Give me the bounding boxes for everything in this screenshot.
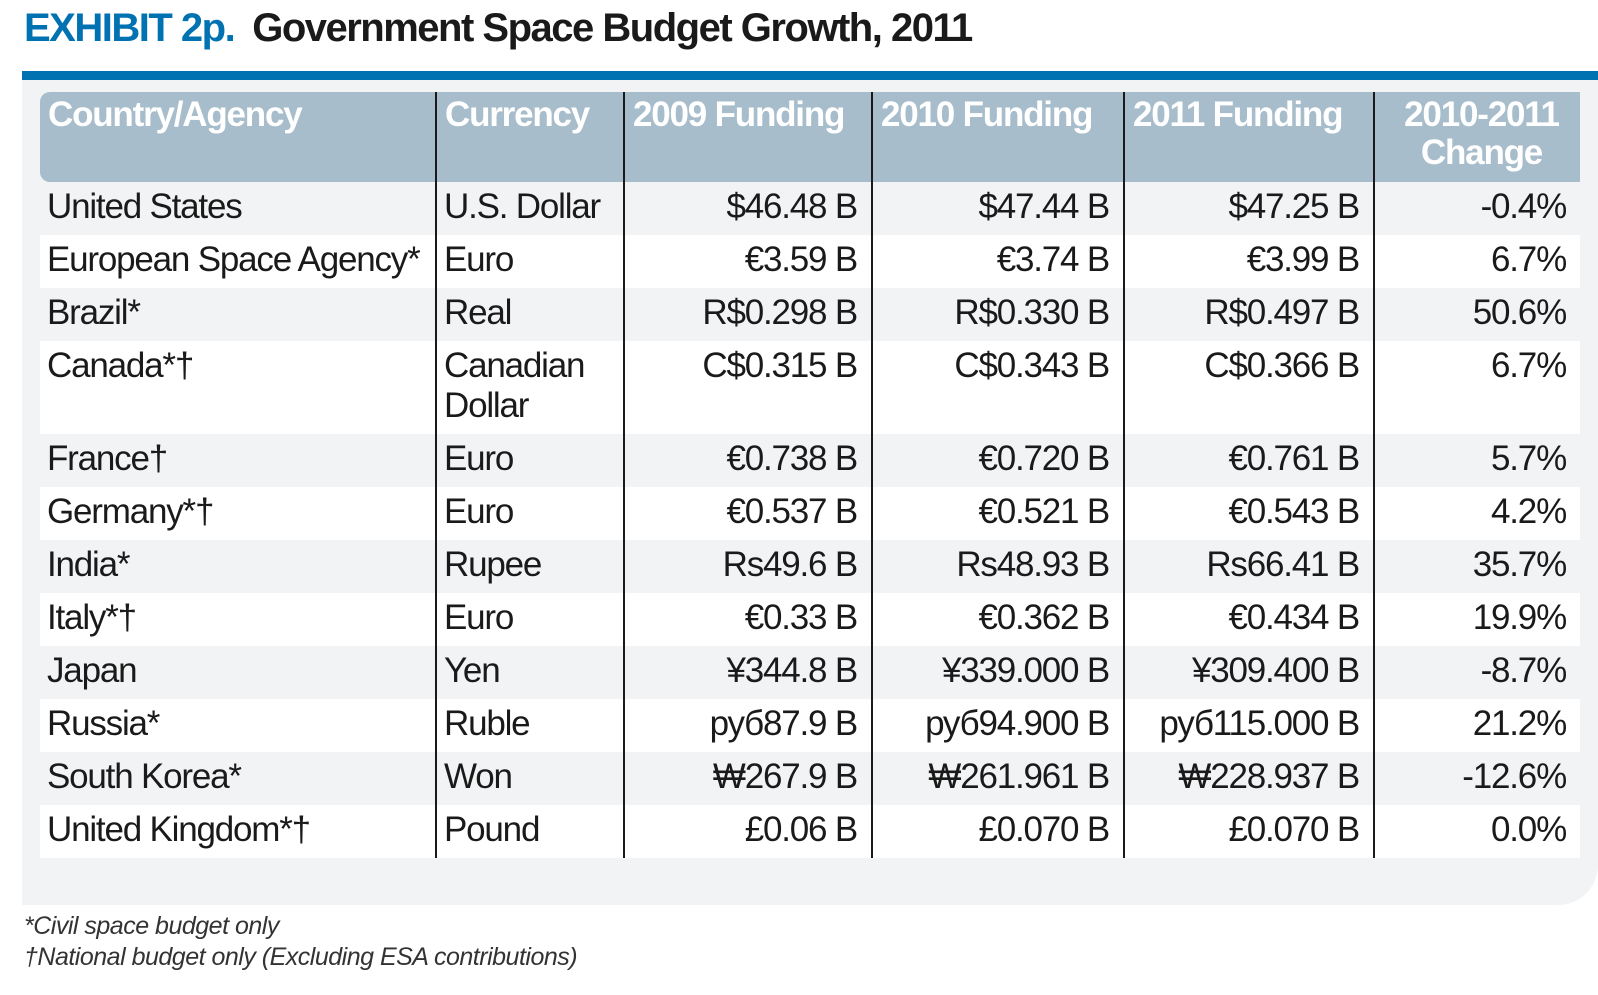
cell-funding-2010: C$0.343 B [871,341,1124,434]
cell-change: 21.2% [1373,699,1580,752]
cell-funding-2011: €0.761 B [1123,434,1374,487]
cell-funding-2010: ₩261.961 B [871,752,1124,805]
cell-currency: Won [435,752,624,805]
cell-funding-2011: Rs66.41 B [1123,540,1374,593]
table-row: Italy*† Euro €0.33 B €0.362 B €0.434 B 19.9% [40,593,1580,646]
cell-funding-2010: €0.362 B [871,593,1124,646]
cell-funding-2009: руб87.9 B [623,699,872,752]
header-row: Country/Agency Currency 2009 Funding 201… [40,92,1580,182]
cell-currency: U.S. Dollar [435,182,624,235]
cell-funding-2009: €0.537 B [623,487,872,540]
table-row: Germany*† Euro €0.537 B €0.521 B €0.543 B 4.2… [40,487,1580,540]
cell-country: Japan [40,646,436,699]
table-row: India* Rupee Rs49.6 B Rs48.93 B Rs66.41 B 35.… [40,540,1580,593]
footnote-national: †National budget only (Excluding ESA con… [24,943,578,971]
cell-funding-2009: $46.48 B [623,182,872,235]
cell-funding-2009: Rs49.6 B [623,540,872,593]
title-rule [22,71,1598,80]
cell-country: Germany*† [40,487,436,540]
table-row: Japan Yen ¥344.8 B ¥339.000 B ¥309.400 B -8.7… [40,646,1580,699]
cell-currency: Pound [435,805,624,858]
cell-country: Italy*† [40,593,436,646]
cell-funding-2011: C$0.366 B [1123,341,1374,434]
cell-change: -8.7% [1373,646,1580,699]
cell-currency: Canadian Dollar [435,341,624,434]
cell-change: 35.7% [1373,540,1580,593]
cell-change: 0.0% [1373,805,1580,858]
budget-table: Country/Agency Currency 2009 Funding 201… [40,92,1580,858]
cell-change: 6.7% [1373,341,1580,434]
cell-funding-2010: €0.521 B [871,487,1124,540]
header-2009: 2009 Funding [623,92,872,182]
cell-funding-2010: Rs48.93 B [871,540,1124,593]
cell-funding-2010: руб94.900 B [871,699,1124,752]
cell-change: 4.2% [1373,487,1580,540]
cell-funding-2011: €0.543 B [1123,487,1374,540]
table-row: South Korea* Won ₩267.9 B ₩261.961 B ₩228.93… [40,752,1580,805]
cell-currency: Yen [435,646,624,699]
header-2010: 2010 Funding [871,92,1124,182]
cell-currency: Euro [435,434,624,487]
cell-country: Russia* [40,699,436,752]
cell-currency: Rupee [435,540,624,593]
header-2011: 2011 Funding [1123,92,1374,182]
cell-funding-2009: €3.59 B [623,235,872,288]
cell-country: Canada*† [40,341,436,434]
cell-country: India* [40,540,436,593]
header-country: Country/Agency [40,92,436,182]
cell-change: -0.4% [1373,182,1580,235]
header-change-text: 2010-2011 Change [1404,95,1560,172]
cell-funding-2010: £0.070 B [871,805,1124,858]
cell-change: 19.9% [1373,593,1580,646]
cell-funding-2009: €0.738 B [623,434,872,487]
table-row: United States U.S. Dollar $46.48 B $47.44 B… [40,182,1580,235]
cell-currency: Euro [435,235,624,288]
table-row: Canada*† Canadian Dollar C$0.315 B C$0.343 … [40,341,1580,434]
cell-currency: Real [435,288,624,341]
cell-currency: Euro [435,487,624,540]
cell-country: United Kingdom*† [40,805,436,858]
cell-funding-2010: €0.720 B [871,434,1124,487]
exhibit-title: EXHIBIT 2p. Government Space Budget Growt… [24,6,973,51]
exhibit-number: EXHIBIT 2p. [24,6,236,50]
cell-funding-2011: €3.99 B [1123,235,1374,288]
cell-funding-2011: ₩228.937 B [1123,752,1374,805]
cell-funding-2010: R$0.330 B [871,288,1124,341]
cell-funding-2011: €0.434 B [1123,593,1374,646]
cell-funding-2010: $47.44 B [871,182,1124,235]
cell-funding-2009: ₩267.9 B [623,752,872,805]
cell-funding-2011: ¥309.400 B [1123,646,1374,699]
cell-change: 6.7% [1373,235,1580,288]
footnote-civil: *Civil space budget only [24,912,279,940]
header-change: 2010-2011 Change [1373,92,1580,182]
cell-currency: Ruble [435,699,624,752]
cell-country: France† [40,434,436,487]
cell-country: United States [40,182,436,235]
table-row: France† Euro €0.738 B €0.720 B €0.761 B 5.7% [40,434,1580,487]
cell-funding-2010: ¥339.000 B [871,646,1124,699]
table-row: United Kingdom*† Pound £0.06 B £0.070 B £0.0… [40,805,1580,858]
table-row: European Space Agency* Euro €3.59 B €3.74 B… [40,235,1580,288]
cell-funding-2009: €0.33 B [623,593,872,646]
header-currency: Currency [435,92,624,182]
cell-funding-2010: €3.74 B [871,235,1124,288]
cell-funding-2011: $47.25 B [1123,182,1374,235]
cell-funding-2009: C$0.315 B [623,341,872,434]
cell-funding-2009: £0.06 B [623,805,872,858]
cell-country: South Korea* [40,752,436,805]
cell-change: 50.6% [1373,288,1580,341]
cell-currency: Euro [435,593,624,646]
table-row: Brazil* Real R$0.298 B R$0.330 B R$0.497 B 50… [40,288,1580,341]
title-text: Government Space Budget Growth, 2011 [252,6,973,50]
cell-country: Brazil* [40,288,436,341]
cell-funding-2009: R$0.298 B [623,288,872,341]
cell-funding-2011: руб115.000 B [1123,699,1374,752]
cell-funding-2009: ¥344.8 B [623,646,872,699]
cell-change: -12.6% [1373,752,1580,805]
cell-funding-2011: £0.070 B [1123,805,1374,858]
cell-change: 5.7% [1373,434,1580,487]
cell-country: European Space Agency* [40,235,436,288]
cell-funding-2011: R$0.497 B [1123,288,1374,341]
